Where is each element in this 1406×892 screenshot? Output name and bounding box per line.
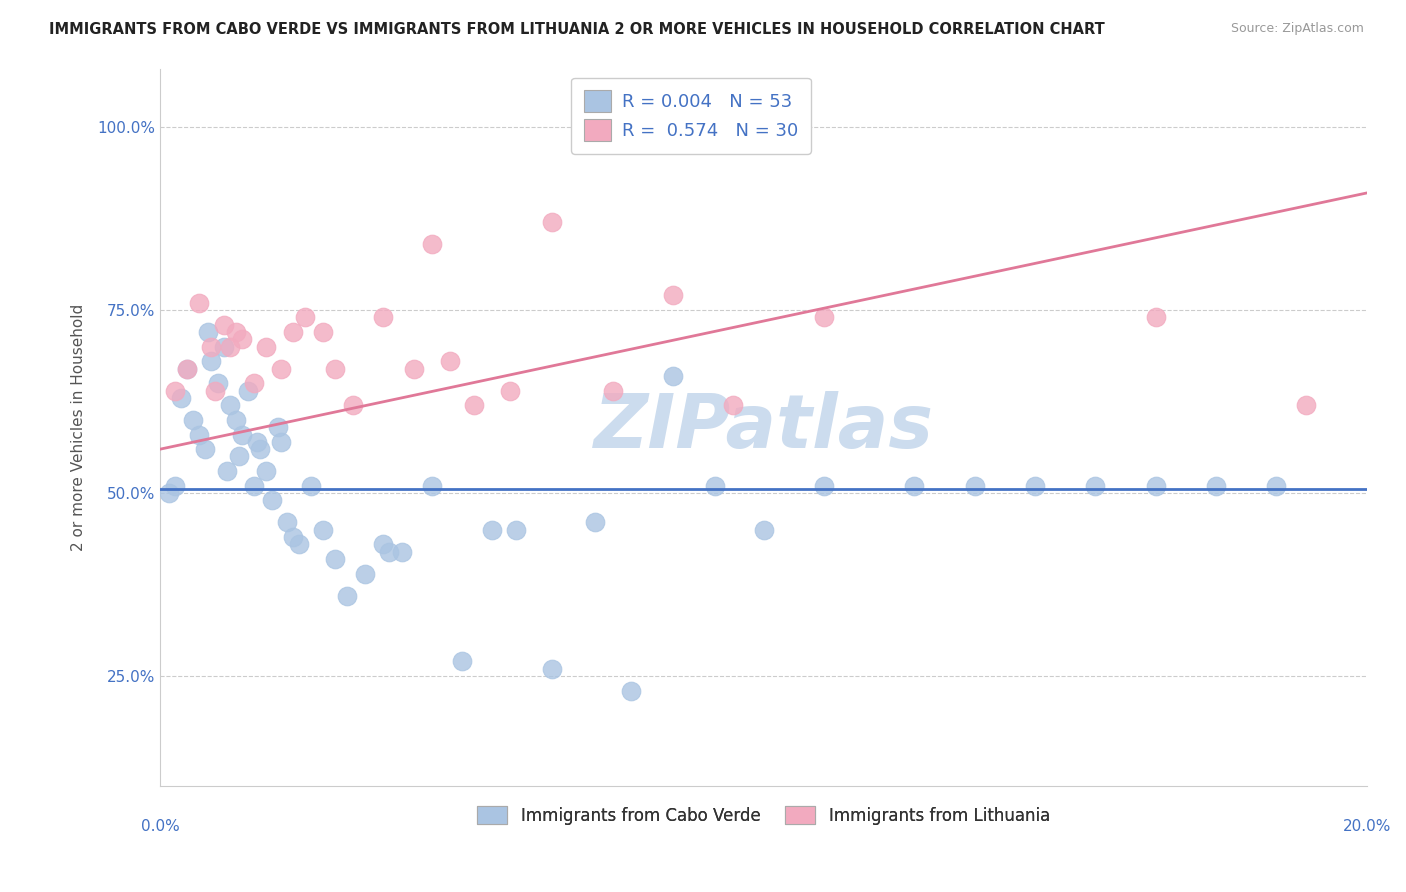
Point <box>1265 479 1288 493</box>
Point <box>188 295 211 310</box>
Point <box>200 340 222 354</box>
Point <box>1295 398 1317 412</box>
Point <box>450 655 472 669</box>
Text: 0.0%: 0.0% <box>141 819 180 834</box>
Point <box>200 354 222 368</box>
Point <box>813 479 835 493</box>
Point <box>354 566 377 581</box>
Point <box>254 464 277 478</box>
Point <box>207 376 229 391</box>
Y-axis label: 2 or more Vehicles in Household: 2 or more Vehicles in Household <box>72 303 86 551</box>
Point <box>723 398 745 412</box>
Point <box>499 384 522 398</box>
Point <box>402 361 425 376</box>
Point <box>813 310 835 325</box>
Point <box>963 479 986 493</box>
Point <box>254 340 277 354</box>
Point <box>391 544 413 558</box>
Point <box>420 237 443 252</box>
Point <box>242 376 264 391</box>
Point <box>267 420 290 434</box>
Point <box>323 361 346 376</box>
Point <box>752 523 775 537</box>
Point <box>463 398 485 412</box>
Point <box>157 486 180 500</box>
Point <box>299 479 322 493</box>
Point <box>620 683 643 698</box>
Point <box>225 325 247 339</box>
Point <box>439 354 461 368</box>
Point <box>281 325 304 339</box>
Legend: Immigrants from Cabo Verde, Immigrants from Lithuania: Immigrants from Cabo Verde, Immigrants f… <box>471 799 1056 831</box>
Point <box>260 493 283 508</box>
Point <box>662 368 685 383</box>
Point <box>336 589 359 603</box>
Point <box>276 516 298 530</box>
Point <box>270 361 292 376</box>
Point <box>212 340 235 354</box>
Point <box>212 318 235 332</box>
Point <box>378 544 401 558</box>
Point <box>373 310 395 325</box>
Point <box>197 325 219 339</box>
Point <box>281 530 304 544</box>
Point <box>541 215 564 229</box>
Point <box>165 384 187 398</box>
Point <box>312 523 335 537</box>
Point <box>242 479 264 493</box>
Point <box>188 427 211 442</box>
Point <box>288 537 311 551</box>
Point <box>236 384 259 398</box>
Text: Source: ZipAtlas.com: Source: ZipAtlas.com <box>1230 22 1364 36</box>
Text: IMMIGRANTS FROM CABO VERDE VS IMMIGRANTS FROM LITHUANIA 2 OR MORE VEHICLES IN HO: IMMIGRANTS FROM CABO VERDE VS IMMIGRANTS… <box>49 22 1105 37</box>
Point <box>231 332 253 346</box>
Point <box>218 340 240 354</box>
Point <box>662 288 685 302</box>
Text: ZIPatlas: ZIPatlas <box>593 391 934 464</box>
Point <box>312 325 335 339</box>
Point <box>541 662 564 676</box>
Point <box>176 361 198 376</box>
Point <box>231 427 253 442</box>
Point <box>225 413 247 427</box>
Point <box>1205 479 1227 493</box>
Point <box>183 413 205 427</box>
Point <box>1144 310 1167 325</box>
Point <box>170 391 193 405</box>
Point <box>246 434 269 449</box>
Point <box>218 398 240 412</box>
Point <box>165 479 187 493</box>
Point <box>228 450 250 464</box>
Point <box>420 479 443 493</box>
Point <box>194 442 217 457</box>
Point <box>215 464 238 478</box>
Point <box>294 310 316 325</box>
Point <box>270 434 292 449</box>
Point <box>1024 479 1046 493</box>
Point <box>249 442 271 457</box>
Point <box>1144 479 1167 493</box>
Point <box>583 516 606 530</box>
Point <box>323 552 346 566</box>
Point <box>704 479 727 493</box>
Point <box>481 523 503 537</box>
Text: 20.0%: 20.0% <box>1343 819 1391 834</box>
Point <box>342 398 364 412</box>
Point <box>373 537 395 551</box>
Point <box>1084 479 1107 493</box>
Point <box>602 384 624 398</box>
Point <box>204 384 226 398</box>
Point <box>505 523 527 537</box>
Point <box>903 479 925 493</box>
Point <box>176 361 198 376</box>
